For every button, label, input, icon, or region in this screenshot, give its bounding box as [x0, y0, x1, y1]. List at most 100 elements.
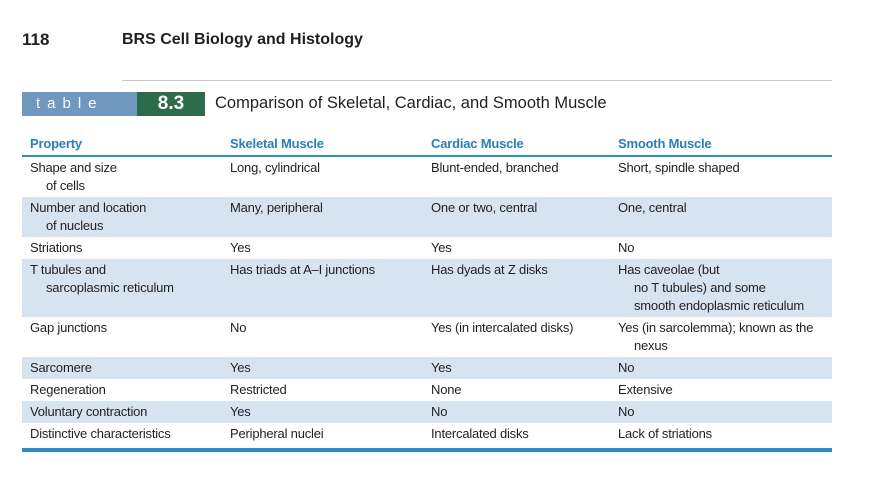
cell-line: Number and location [30, 200, 147, 215]
cell-line: Has caveolae (but [618, 262, 720, 277]
cell-line: Extensive [618, 382, 673, 397]
table-cell: No [610, 237, 832, 259]
table-cell: Shape and size of cells [22, 156, 222, 197]
cell-line: No [618, 404, 635, 419]
cell-line: No [618, 360, 635, 375]
header-row: Property Skeletal Muscle Cardiac Muscle Smo… [22, 134, 832, 157]
table-cell: Long, cylindrical [222, 156, 423, 197]
cell-line: Restricted [230, 382, 287, 397]
cell-line: Blunt-ended, branched [431, 160, 559, 175]
cell-line: Sarcomere [30, 360, 92, 375]
table-cell: Lack of striations [610, 423, 832, 452]
table-cell: One, central [610, 197, 832, 237]
table-cell: Gap junctions [22, 317, 222, 357]
book-title: BRS Cell Biology and Histology [122, 31, 363, 48]
table-row: Distinctive characteristics Peripheral nu… [22, 423, 832, 452]
table-cell: No [610, 357, 832, 379]
table-row: Number and location of nucleus Many, perip… [22, 197, 832, 237]
table-cell: No [423, 401, 610, 423]
cell-line: Regeneration [30, 382, 106, 397]
cell-line: no T tubules) and some [634, 280, 766, 295]
table-cell: Yes (in sarcolemma); known as the nexus [610, 317, 832, 357]
table-cell: Voluntary contraction [22, 401, 222, 423]
cell-line: Lack of striations [618, 426, 712, 441]
table-row: T tubules and sarcoplasmic reticulum Has t… [22, 259, 832, 317]
table-cell: Yes (in intercalated disks) [423, 317, 610, 357]
table-cell: Yes [222, 357, 423, 379]
table-cell: Yes [423, 237, 610, 259]
cell-line: Short, spindle shaped [618, 160, 740, 175]
table-cell: Has triads at A–I junctions [222, 259, 423, 317]
table-body: Shape and size of cells Long, cylindrical B… [22, 156, 832, 452]
header-rule [122, 80, 832, 81]
cell-line: Peripheral nuclei [230, 426, 324, 441]
table-cell: Blunt-ended, branched [423, 156, 610, 197]
cell-line: sarcoplasmic reticulum [46, 280, 174, 295]
column-header: Cardiac Muscle [423, 134, 610, 157]
table-cell: Many, peripheral [222, 197, 423, 237]
cell-line: T tubules and [30, 262, 106, 277]
table-row: Voluntary contraction Yes No No [22, 401, 832, 423]
table-row: Gap junctions No Yes (in intercalated disk… [22, 317, 832, 357]
cell-line: None [431, 382, 462, 397]
table-cell: Yes [222, 237, 423, 259]
table-number: 8.3 [137, 92, 205, 116]
cell-line: Yes (in intercalated disks) [431, 320, 574, 335]
cell-line: Striations [30, 240, 83, 255]
cell-line: One or two, central [431, 200, 538, 215]
cell-line: No [431, 404, 448, 419]
column-header: Smooth Muscle [610, 134, 832, 157]
cell-line: Intercalated disks [431, 426, 529, 441]
cell-line: Yes [230, 240, 251, 255]
cell-line: smooth endoplasmic reticulum [634, 298, 804, 313]
table-cell: Peripheral nuclei [222, 423, 423, 452]
table-cell: Extensive [610, 379, 832, 401]
cell-line: Has triads at A–I junctions [230, 262, 375, 277]
cell-line: Yes [230, 404, 251, 419]
cell-line: Shape and size [30, 160, 117, 175]
table-cell: No [222, 317, 423, 357]
table-cell: Yes [222, 401, 423, 423]
table-row: Regeneration Restricted None Extensive [22, 379, 832, 401]
comparison-table: Property Skeletal Muscle Cardiac Muscle Smo… [22, 134, 832, 452]
table-row: Shape and size of cells Long, cylindrical B… [22, 156, 832, 197]
table-cell: Regeneration [22, 379, 222, 401]
cell-line: Yes [230, 360, 251, 375]
cell-line: of nucleus [46, 218, 104, 233]
cell-line: Yes (in sarcolemma); known as the [618, 320, 814, 335]
cell-line: Yes [431, 240, 452, 255]
table-row: Sarcomere Yes Yes No [22, 357, 832, 379]
table-row: Striations Yes Yes No [22, 237, 832, 259]
table-cell: Short, spindle shaped [610, 156, 832, 197]
table-cell: Sarcomere [22, 357, 222, 379]
table-caption: Comparison of Skeletal, Cardiac, and Smo… [215, 94, 607, 112]
cell-line: Long, cylindrical [230, 160, 320, 175]
cell-line: Gap junctions [30, 320, 107, 335]
table-cell: Yes [423, 357, 610, 379]
table-cell: Intercalated disks [423, 423, 610, 452]
table-cell: Has dyads at Z disks [423, 259, 610, 317]
page-number: 118 [22, 30, 50, 49]
cell-line: Yes [431, 360, 452, 375]
cell-line: of cells [46, 178, 85, 193]
cell-line: No [230, 320, 247, 335]
table-cell: None [423, 379, 610, 401]
cell-line: Has dyads at Z disks [431, 262, 548, 277]
cell-line: nexus [634, 338, 668, 353]
table-cell: Striations [22, 237, 222, 259]
table-cell: Restricted [222, 379, 423, 401]
table-label: table [22, 92, 137, 116]
table-cell: Distinctive characteristics [22, 423, 222, 452]
column-header: Skeletal Muscle [222, 134, 423, 157]
cell-line: No [618, 240, 635, 255]
cell-line: One, central [618, 200, 687, 215]
cell-line: Many, peripheral [230, 200, 323, 215]
table-cell: T tubules and sarcoplasmic reticulum [22, 259, 222, 317]
table-cell: Number and location of nucleus [22, 197, 222, 237]
cell-line: Voluntary contraction [30, 404, 148, 419]
column-header: Property [22, 134, 222, 157]
table-cell: No [610, 401, 832, 423]
table-cell: One or two, central [423, 197, 610, 237]
table-cell: Has caveolae (but no T tubules) and some s… [610, 259, 832, 317]
